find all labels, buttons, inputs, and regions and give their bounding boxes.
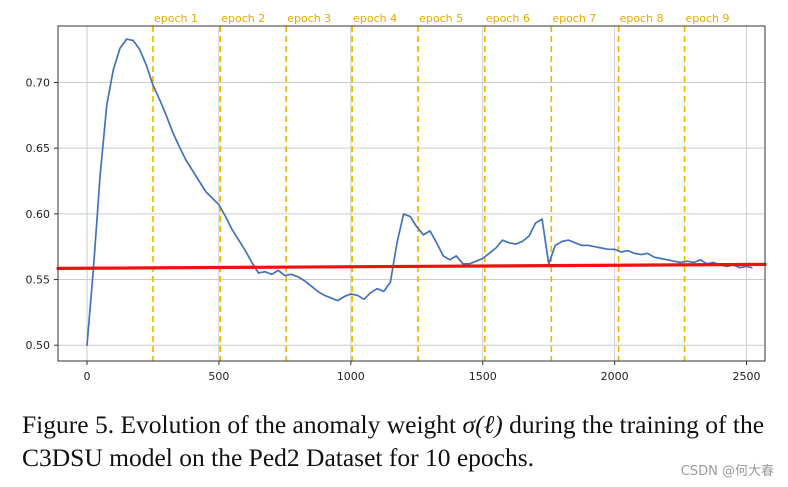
- epoch-label: epoch 6: [486, 12, 530, 25]
- x-tick-label: 1500: [469, 370, 497, 383]
- x-tick-label: 2000: [601, 370, 629, 383]
- epoch-label: epoch 3: [287, 12, 331, 25]
- tick-layer: 0.50 0.55 0.60 0.65 0.70 0 500 1000 1500 2000 2500: [26, 76, 761, 383]
- epoch-label: epoch 4: [353, 12, 397, 25]
- x-tick-label: 500: [208, 370, 229, 383]
- watermark: CSDN @何大春: [680, 464, 774, 479]
- y-tick-label: 0.50: [26, 339, 51, 352]
- y-tick-label: 0.60: [26, 208, 51, 221]
- series-layer: [56, 38, 767, 347]
- y-tick-label: 0.55: [26, 274, 51, 287]
- y-tick-label: 0.70: [26, 76, 51, 89]
- epoch-label: epoch 9: [686, 12, 730, 25]
- plot-frame: [57, 25, 766, 362]
- figure-caption: Figure 5. Evolution of the anomaly weigh…: [22, 408, 782, 474]
- epoch-label: epoch 8: [620, 12, 664, 25]
- grid-layer: [58, 26, 765, 361]
- x-tick-label: 2500: [733, 370, 761, 383]
- x-tick-label: 1000: [337, 370, 365, 383]
- epoch-lines: epoch 1 epoch 2 epoch 3 epoch 4 epoch 5 epoch…: [152, 12, 730, 361]
- caption-math: σ(ℓ): [462, 410, 503, 439]
- series-line-trend: [56, 262, 767, 270]
- x-tick-label: 0: [84, 370, 91, 383]
- series-line-anomaly-weight: [86, 38, 753, 347]
- epoch-label: epoch 5: [419, 12, 463, 25]
- epoch-label: epoch 7: [552, 12, 596, 25]
- epoch-label: epoch 1: [154, 12, 198, 25]
- caption-suffix: during the training of the C3DSU model o…: [22, 410, 765, 472]
- line-chart: epoch 1 epoch 2 epoch 3 epoch 4 epoch 5 epoch…: [26, 12, 767, 383]
- epoch-label: epoch 2: [221, 12, 265, 25]
- y-tick-label: 0.65: [26, 142, 51, 155]
- caption-prefix: Figure 5. Evolution of the anomaly weigh…: [22, 410, 463, 439]
